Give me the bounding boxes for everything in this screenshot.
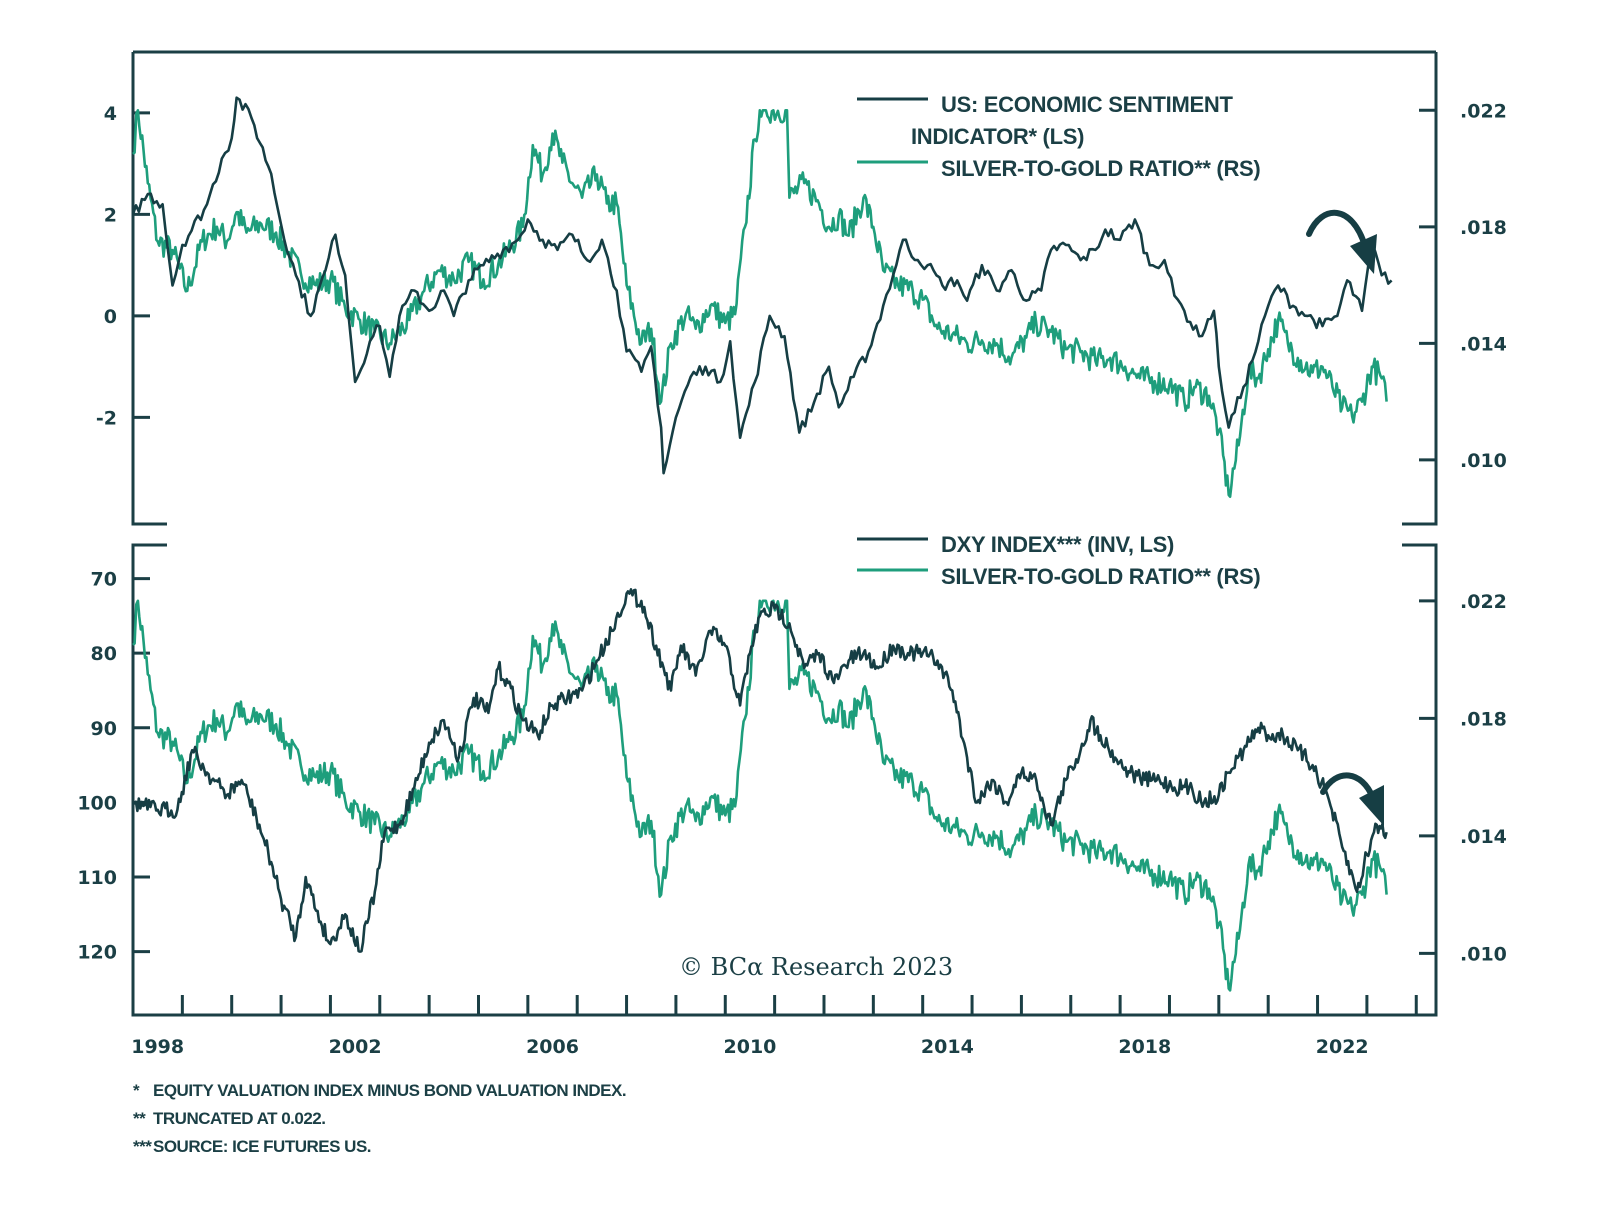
footnote-mark: **: [133, 1109, 146, 1128]
footnote-mark: *: [133, 1081, 140, 1100]
x-axis: 1998 2002 2006 2010 2014 2018 2022: [131, 995, 1418, 1058]
footnote-2: ** TRUNCATED AT 0.022.: [133, 1105, 626, 1133]
x-tick-label: 2014: [921, 1036, 974, 1058]
footnote-1: * EQUITY VALUATION INDEX MINUS BOND VALUA…: [133, 1077, 627, 1105]
footnote-3: ***SOURCE: ICE FUTURES US.: [133, 1133, 626, 1161]
top-left-y-axis: 4 2 0 -2: [96, 103, 150, 429]
right-y-tick-label: .022: [1460, 591, 1507, 613]
left-y-tick-label: 4: [104, 103, 117, 125]
legend-label-silver-gold-bottom: SILVER-TO-GOLD RATIO** (RS): [941, 564, 1260, 589]
right-y-tick-label: .010: [1460, 943, 1507, 965]
left-y-tick-label: 0: [104, 306, 117, 328]
left-y-tick-label: 100: [77, 792, 117, 814]
legend-label-silver-gold: SILVER-TO-GOLD RATIO** (RS): [941, 156, 1260, 181]
right-y-tick-label: .022: [1460, 100, 1507, 122]
left-y-tick-label: 2: [104, 204, 117, 226]
x-tick-label: 2010: [724, 1036, 777, 1058]
x-tick-label: 2006: [526, 1036, 579, 1058]
legend-label-dxy: DXY INDEX*** (INV, LS): [941, 532, 1174, 557]
economic-sentiment-line: [131, 96, 1393, 475]
bottom-left-y-axis: 70 80 90 100 110 120: [77, 569, 150, 964]
x-tick-label: 1998: [131, 1036, 184, 1058]
top-panel-series: [131, 96, 1393, 498]
footnote-mark: ***: [133, 1137, 152, 1156]
copyright-text: © BCα Research 2023: [679, 953, 953, 981]
bottom-right-y-axis: .022 .018 .014 .010: [1419, 591, 1507, 965]
left-y-tick-label: 120: [77, 942, 117, 964]
x-tick-label: 2018: [1118, 1036, 1171, 1058]
legend-label-esi-line1: US: ECONOMIC SENTIMENT: [941, 92, 1233, 117]
footnote-text: EQUITY VALUATION INDEX MINUS BOND VALUAT…: [153, 1081, 627, 1100]
bottom-panel-axes: [131, 543, 1438, 1017]
x-tick-label: 2002: [329, 1036, 382, 1058]
silver-gold-ratio-line: [132, 599, 1388, 992]
bottom-panel-frame: [131, 543, 1438, 1017]
top-curved-down-arrow-icon: [1306, 209, 1377, 274]
top-panel-left-axis: [131, 52, 167, 526]
top-panel-right-axis: [1402, 52, 1438, 526]
legend-label-esi-line2: INDICATOR* (LS): [911, 124, 1084, 149]
left-y-tick-label: -2: [96, 407, 117, 429]
left-y-tick-label: 110: [77, 867, 117, 889]
left-y-tick-label: 80: [91, 643, 117, 665]
left-y-tick-label: 70: [91, 569, 117, 591]
footnote-text: SOURCE: ICE FUTURES US.: [153, 1137, 372, 1156]
x-tick-label: 2022: [1316, 1036, 1369, 1058]
bottom-legend: DXY INDEX*** (INV, LS) SILVER-TO-GOLD RA…: [857, 532, 1261, 589]
right-y-tick-label: .018: [1460, 217, 1507, 239]
right-y-tick-label: .010: [1460, 450, 1507, 472]
silver-gold-ratio-line: [132, 109, 1388, 498]
dxy-index-line: [132, 588, 1388, 953]
right-y-tick-label: .014: [1460, 826, 1507, 848]
footnotes: * EQUITY VALUATION INDEX MINUS BOND VALUA…: [133, 1077, 627, 1161]
right-y-tick-label: .018: [1460, 708, 1507, 730]
bottom-curved-down-arrow-icon: [1320, 772, 1384, 826]
bottom-panel-series: [132, 588, 1388, 992]
left-y-tick-label: 90: [91, 718, 117, 740]
top-panel-frame: [131, 50, 1438, 526]
right-y-tick-label: .014: [1460, 333, 1507, 355]
top-right-y-axis: .022 .018 .014 .010: [1419, 100, 1507, 472]
top-legend: US: ECONOMIC SENTIMENT INDICATOR* (LS) S…: [857, 92, 1261, 181]
footnote-text: TRUNCATED AT 0.022.: [153, 1109, 326, 1128]
